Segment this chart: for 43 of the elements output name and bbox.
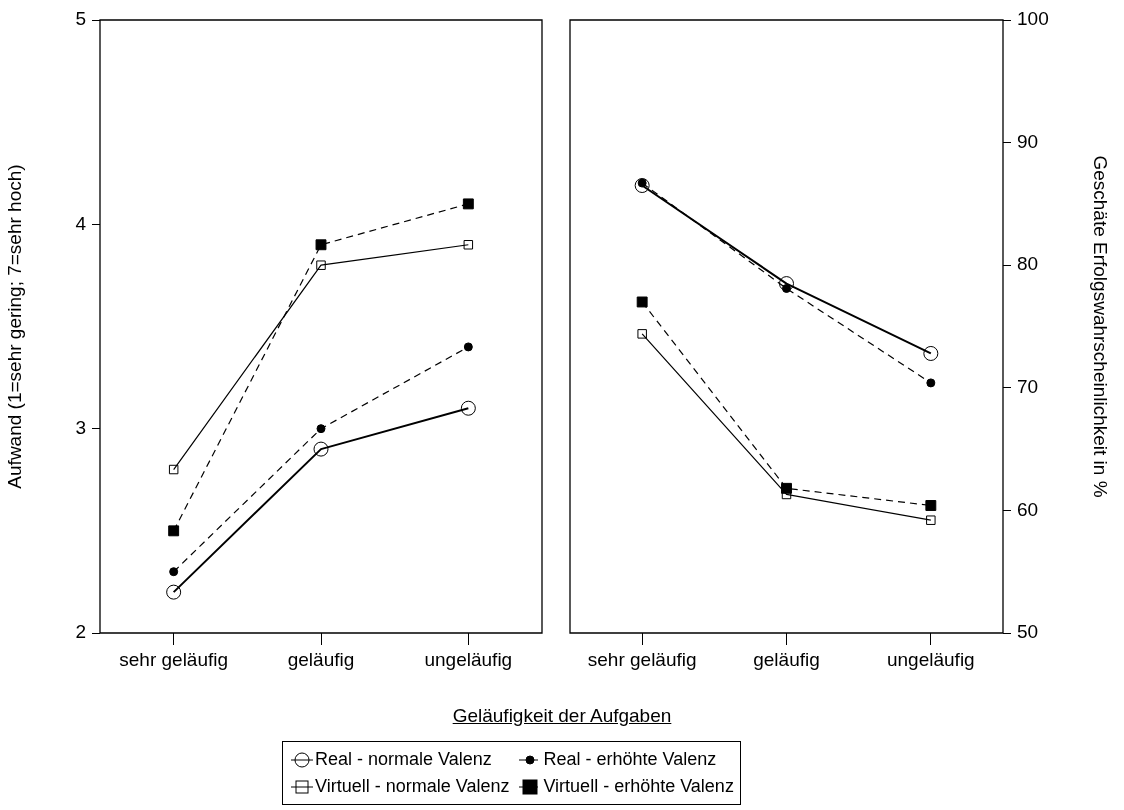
legend-label: Real - normale Valenz (315, 748, 492, 771)
y-tick-label: 60 (1017, 498, 1039, 520)
x-tick-label: geläufig (753, 648, 820, 670)
point (779, 276, 794, 292)
y-tick-label: 5 (75, 8, 86, 30)
point (636, 296, 648, 308)
legend-label: Virtuell - erhöhte Valenz (543, 775, 734, 798)
x-tick-label: ungeläufig (424, 648, 513, 670)
point (634, 178, 650, 194)
point (462, 198, 474, 210)
y-tick-label: 2 (75, 621, 86, 643)
legend-label: Virtuell - normale Valenz (315, 775, 510, 798)
x-tick-label: ungeläufig (886, 648, 975, 670)
x-tick-label: sehr geläufig (119, 648, 229, 670)
y-axis-title: Geschäte Erfolgswahrscheinlichkeit in % (1090, 155, 1112, 498)
point (460, 400, 476, 416)
y-tick-label: 80 (1017, 253, 1039, 275)
y-tick-label: 4 (75, 212, 87, 234)
point (316, 424, 326, 434)
point (316, 260, 326, 270)
legend-label: Real - erhöhte Valenz (543, 748, 717, 771)
x-tick-label: geläufig (287, 648, 355, 670)
y-tick-label: 3 (75, 416, 86, 438)
point (463, 240, 474, 250)
point (925, 500, 937, 511)
point (463, 342, 473, 352)
x-axis-title: Geläufigkeit der Aufgaben (451, 705, 673, 727)
y-tick-label: 90 (1017, 130, 1039, 152)
y-tick-label: 70 (1017, 376, 1039, 398)
x-tick-label: sehr geläufig (587, 648, 697, 670)
point (168, 525, 180, 537)
point (926, 515, 936, 525)
y-axis-title: Aufwand (1=sehr gering; 7=sehr hoch) (3, 164, 25, 489)
point (926, 378, 936, 388)
point (313, 441, 329, 457)
point (169, 567, 179, 577)
y-tick-label: 100 (1017, 8, 1049, 30)
point (168, 464, 179, 475)
y-tick-label: 50 (1017, 621, 1039, 643)
point (166, 584, 182, 600)
point (923, 345, 939, 361)
point (637, 329, 647, 339)
point (315, 239, 327, 251)
